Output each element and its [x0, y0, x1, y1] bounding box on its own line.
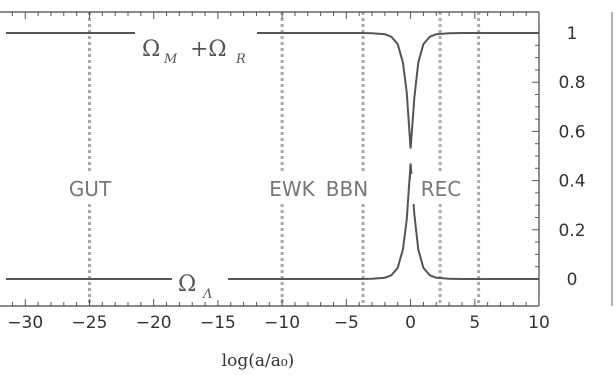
curve-label-bg — [135, 22, 257, 66]
curve-label-lambda: Ω — [178, 272, 196, 297]
event-label-bg — [411, 174, 471, 204]
y-tick-label: 0.8 — [558, 73, 585, 93]
series-line-matter-radiation — [6, 32, 539, 149]
y-tick-label: 0.6 — [558, 122, 585, 142]
curve-label-sub-lambda: Λ — [202, 287, 212, 302]
event-label-bg — [263, 174, 321, 204]
x-tick-label: 5 — [469, 313, 480, 333]
series-line-lambda — [6, 163, 539, 280]
x-tick-label: −20 — [136, 313, 172, 333]
event-label: BBN — [326, 177, 368, 201]
x-axis-label: log(a/a₀) — [222, 351, 295, 371]
y-tick-label: 0.4 — [558, 172, 585, 192]
x-tick-label: −10 — [264, 313, 300, 333]
x-tick-label: −5 — [334, 313, 359, 333]
event-label-bg — [318, 174, 376, 204]
x-tick-label: −30 — [7, 313, 43, 333]
curve-label-sub-m: M — [163, 52, 178, 67]
event-label: GUT — [69, 177, 112, 201]
event-lines — [87, 12, 481, 306]
curve-label-plus: +Ω — [190, 37, 227, 62]
x-tick-label: −15 — [200, 313, 236, 333]
axes: −30 −25 −20 −15 −10 −5 0 5 10 0 0.2 0.4 0.6 0.8 1 log(a… — [0, 11, 613, 371]
curve-label-matter-radiation: Ω — [142, 37, 160, 62]
event-label-bg — [58, 174, 122, 204]
series-lines — [6, 32, 539, 280]
y-tick-label: 1 — [567, 24, 578, 44]
curve-label-bg — [172, 262, 228, 300]
x-tick-label: 0 — [405, 313, 416, 333]
y-tick-label: 0.2 — [558, 221, 585, 241]
y-tick-label: 0 — [567, 270, 578, 290]
x-tick-label: −25 — [72, 313, 108, 333]
event-label: EWK — [269, 177, 315, 201]
event-label: REC — [421, 177, 462, 201]
curve-label-sub-r: R — [235, 52, 246, 67]
x-tick-label: 10 — [528, 313, 550, 333]
